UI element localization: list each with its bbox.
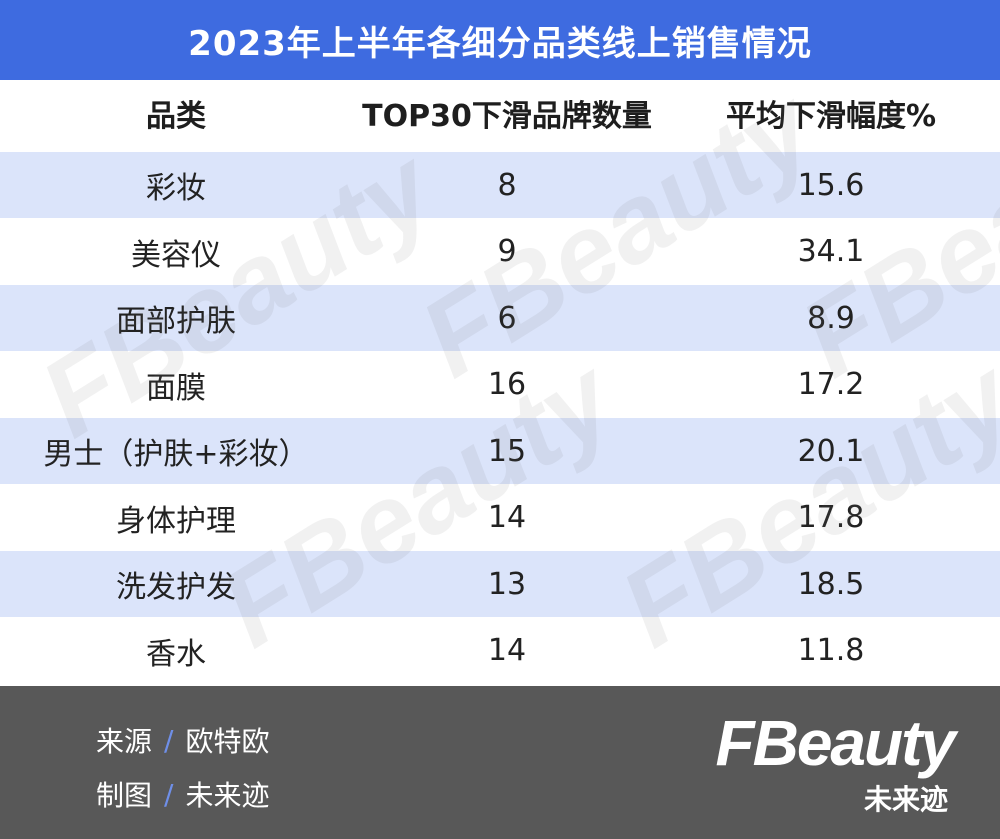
column-header-category: 品类 — [146, 99, 206, 134]
source-line: 来源 / 欧特欧 — [96, 720, 269, 760]
cell-avg-drop: 18.5 — [797, 566, 865, 602]
table-row: 香水 14 11.8 — [0, 618, 1000, 684]
table-row: 身体护理 14 17.8 — [0, 485, 1000, 551]
cell-count: 8 — [497, 167, 517, 203]
cell-category: 身体护理 — [116, 503, 236, 539]
data-table: 品类 TOP30下滑品牌数量 平均下滑幅度% 彩妆 8 15.6 美容仪 9 34.1 面部… — [0, 66, 1000, 686]
logo-subtitle: 未来迹 — [863, 783, 948, 816]
footer: 来源 / 欧特欧 制图 / 未来迹 — [0, 686, 1000, 839]
cell-avg-drop: 11.8 — [797, 633, 865, 668]
table-header-row: 品类 TOP30下滑品牌数量 平均下滑幅度% — [0, 80, 1000, 146]
cell-category: 洗发护发 — [116, 570, 236, 605]
source-label: 来源 — [96, 725, 153, 758]
logo-wordmark: FBeauty — [715, 707, 956, 779]
column-header-count: TOP30下滑品牌数量 — [362, 99, 652, 134]
table-row: 男士（护肤+彩妆） 15 20.1 — [0, 418, 1000, 484]
cell-category: 美容仪 — [131, 237, 221, 273]
cell-avg-drop: 17.8 — [797, 500, 865, 535]
table-row: 彩妆 8 15.6 — [0, 152, 1000, 218]
table-row: 洗发护发 13 18.5 — [0, 551, 1000, 617]
cell-category: 彩妆 — [146, 171, 206, 206]
cell-count: 9 — [497, 234, 517, 269]
cell-count: 15 — [487, 433, 527, 469]
separator: / — [164, 723, 174, 757]
table-row: 面部护肤 6 8.9 — [0, 285, 1000, 351]
cell-category: 面膜 — [146, 370, 206, 406]
cell-count: 14 — [487, 500, 527, 535]
chart-title: 2023年上半年各细分品类线上销售情况 — [0, 0, 1000, 80]
source-value: 欧特欧 — [185, 725, 270, 758]
cell-count: 13 — [487, 566, 527, 602]
cell-category: 香水 — [146, 636, 206, 672]
cell-avg-drop: 17.2 — [797, 367, 865, 402]
brand-logo: FBeauty 未来迹 — [704, 706, 974, 816]
cell-avg-drop: 20.1 — [797, 433, 865, 469]
credit-value: 未来迹 — [185, 779, 270, 812]
table-row: 面膜 16 17.2 — [0, 352, 1000, 418]
cell-avg-drop: 34.1 — [797, 234, 865, 269]
credit-line: 制图 / 未来迹 — [96, 774, 269, 814]
cell-category: 面部护肤 — [116, 304, 236, 339]
cell-avg-drop: 8.9 — [807, 300, 855, 336]
cell-count: 16 — [487, 367, 527, 402]
cell-category: 男士（护肤+彩妆） — [43, 437, 309, 472]
cell-count: 14 — [487, 633, 527, 668]
cell-avg-drop: 15.6 — [797, 167, 865, 203]
separator: / — [164, 777, 174, 811]
cell-count: 6 — [497, 300, 517, 336]
column-header-avg-drop: 平均下滑幅度% — [725, 99, 937, 134]
table-row: 美容仪 9 34.1 — [0, 219, 1000, 285]
credit-label: 制图 — [96, 779, 153, 812]
